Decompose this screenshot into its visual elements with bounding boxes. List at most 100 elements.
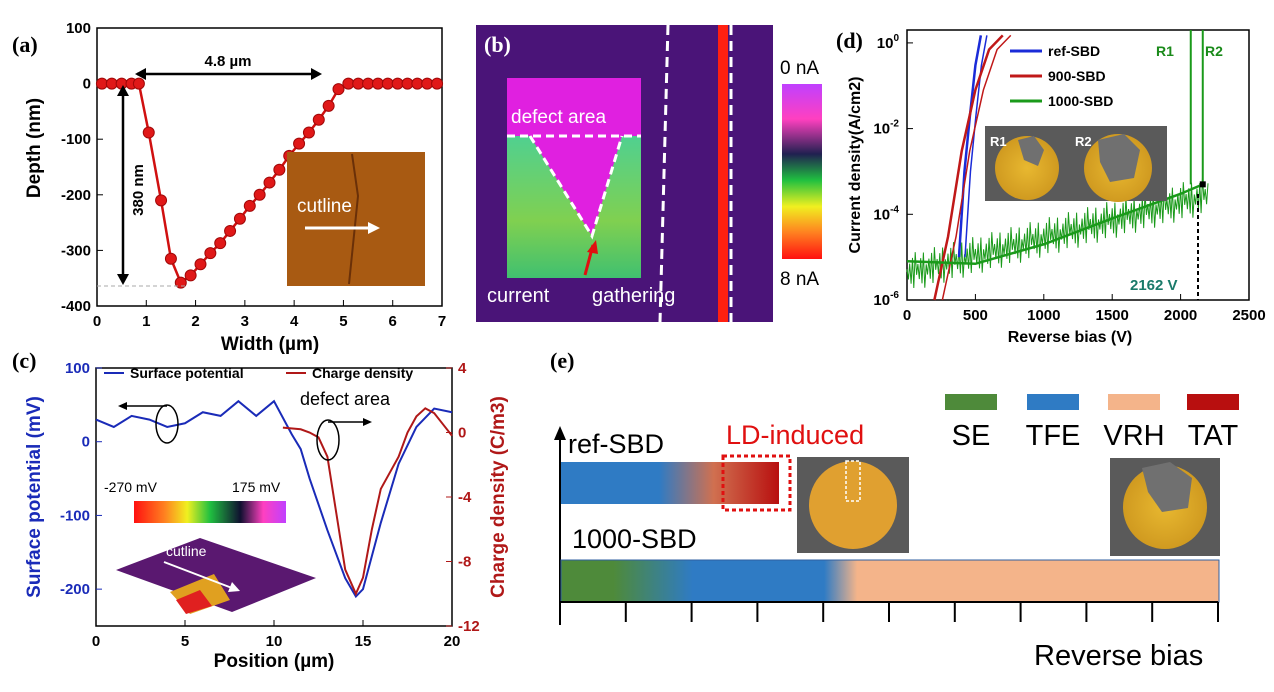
a-depth-point — [371, 77, 384, 90]
a-xtick-label: 7 — [438, 313, 446, 330]
r1-label: R1 — [1156, 43, 1174, 59]
map-current-stripe — [718, 25, 728, 322]
c-xtick-label: 5 — [181, 633, 189, 650]
a-depth-point — [431, 77, 444, 90]
a-depth-point — [391, 77, 404, 90]
d-xtick-label: 500 — [963, 307, 988, 324]
a-depth-point — [411, 77, 424, 90]
scale-bottom-label: 8 nA — [780, 269, 819, 290]
c-y2tick-label: -12 — [458, 618, 480, 635]
c-xtick-label: 10 — [266, 633, 283, 650]
ld-disk — [809, 461, 897, 549]
a-depth-point — [224, 224, 237, 237]
panel-d-noise — [906, 177, 1209, 289]
panel-c: (c) 0 5 10 15 20 100 0 -100 -200 4 0 -4 -8 -12 Surfac… — [12, 348, 509, 672]
charge-arrow-head — [363, 418, 372, 426]
a-depth-point — [322, 99, 335, 112]
current-label: current — [487, 285, 550, 307]
a-depth-point — [401, 77, 414, 90]
panel-a-ylabel: Depth (nm) — [24, 98, 45, 198]
current-arrow-head — [587, 240, 598, 254]
a-xtick-label: 2 — [191, 313, 199, 330]
depth-arrow-head-bottom — [117, 274, 129, 285]
d-ytick-label: 100 — [877, 33, 900, 52]
panel-a-series — [95, 77, 444, 289]
a-depth-point — [204, 247, 217, 260]
d-series-line-repeat — [964, 35, 988, 258]
panel-d-label: (d) — [836, 28, 863, 53]
d-series-line-repeat — [941, 34, 1012, 301]
e-legend-label: SE — [952, 420, 991, 452]
potential-scale-bar — [134, 501, 286, 523]
e-legend-label: VRH — [1103, 420, 1164, 452]
c-y2tick-label: -4 — [458, 489, 472, 506]
r1-burn — [1018, 136, 1044, 166]
e-legend-swatch — [1187, 394, 1239, 410]
d-xtick-label: 0 — [903, 307, 911, 324]
d-ytick-label: 10-4 — [873, 204, 899, 223]
sbd-1000-label: 1000-SBD — [572, 524, 697, 554]
defect-area-label: defect area — [511, 107, 606, 128]
a-depth-point — [342, 77, 355, 90]
ld-induced-label: LD-induced — [726, 420, 864, 450]
panel-c-series — [95, 399, 453, 599]
a-depth-point — [233, 212, 246, 225]
c-y2tick-label: 4 — [458, 360, 467, 377]
c-surface-line — [95, 399, 453, 599]
a-xtick-label: 4 — [290, 313, 299, 330]
a-depth-point — [362, 77, 375, 90]
kpfm-surface — [116, 538, 316, 612]
a-depth-point — [273, 163, 286, 176]
kpfm-defect-core — [176, 590, 212, 614]
legend-charge: Charge density — [312, 365, 413, 381]
a-depth-point — [293, 137, 306, 150]
panel-e-legend: SE TFE VRH TAT — [945, 394, 1239, 452]
e-legend-label: TAT — [1188, 420, 1239, 452]
current-scale-bar — [782, 84, 822, 259]
a-xtick-label: 5 — [339, 313, 347, 330]
panel-a-label: (a) — [12, 32, 38, 57]
c-xtick-label: 0 — [92, 633, 100, 650]
width-arrow-head-right — [311, 68, 322, 80]
ref-sbd-bar — [561, 462, 779, 504]
a-depth-point — [421, 77, 434, 90]
panel-d-frame — [906, 29, 1250, 301]
e-legend-swatch — [1108, 394, 1160, 410]
legend-surface: Surface potential — [130, 365, 244, 381]
kpfm-cutline — [163, 561, 233, 589]
e-legend-swatch — [945, 394, 997, 410]
panel-e: (e) SE TFE VRH TAT ref-SBD LD-induced 1000-… — [550, 348, 1239, 672]
gathering-label: gathering — [592, 285, 675, 307]
d-xtick-label: 2000 — [1164, 307, 1197, 324]
d-xtick-label: 1500 — [1096, 307, 1129, 324]
panel-a-frame — [96, 27, 443, 307]
depth-annotation: 380 nm — [130, 164, 147, 216]
panel-d-axes: 0 500 1000 1500 2000 2500 100 10-2 10-4 10-6 — [873, 33, 1265, 324]
panel-d-series — [906, 30, 1206, 301]
depth-arrow-head-top — [117, 85, 129, 96]
panel-c-xlabel: Position (µm) — [214, 651, 335, 672]
panel-c-axes: 0 5 10 15 20 100 0 -100 -200 4 0 -4 -8 -12 — [60, 360, 480, 650]
legend-ref-label: ref-SBD — [1048, 43, 1100, 59]
a-depth-point — [164, 252, 177, 265]
defect-area-top — [507, 78, 641, 136]
d-xtick-label: 2500 — [1232, 307, 1265, 324]
scale-top-label: 0 nA — [780, 58, 819, 79]
r2-image-label: R2 — [1075, 134, 1092, 149]
a-depth-point — [174, 276, 187, 289]
a-xtick-label: 6 — [389, 313, 397, 330]
c-y2tick-label: -8 — [458, 554, 471, 571]
kpfm-inset-label: cutline — [166, 543, 207, 559]
c-ytick-label: 0 — [82, 434, 90, 451]
a-xtick-label: 3 — [241, 313, 249, 330]
a-depth-point — [253, 188, 266, 201]
panel-c-label: (c) — [12, 348, 36, 373]
c-xtick-label: 20 — [444, 633, 461, 650]
a-depth-point — [263, 176, 276, 189]
reverse-bias-label: Reverse bias — [1034, 640, 1203, 672]
a-depth-point — [352, 77, 365, 90]
a-xtick-label: 1 — [142, 313, 150, 330]
a-depth-point — [155, 194, 168, 207]
d-series-line — [906, 183, 1204, 266]
